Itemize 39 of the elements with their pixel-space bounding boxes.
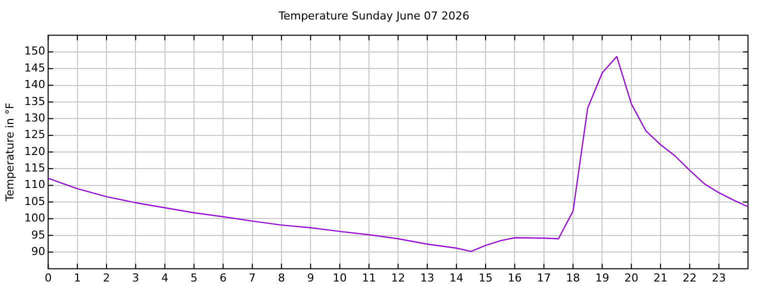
chart-title: Temperature Sunday June 07 2026 (278, 9, 470, 22)
y-axis-title: Temperature in °F (3, 102, 16, 202)
x-tick-label: 21 (654, 271, 668, 284)
y-tick-label: 95 (31, 228, 46, 242)
x-tick-label: 14 (449, 271, 464, 284)
x-tick-label: 7 (248, 271, 256, 284)
x-tick-label: 9 (307, 271, 314, 284)
x-tick-label: 10 (332, 271, 347, 284)
y-tick-label: 90 (31, 244, 46, 258)
x-tick-label: 12 (391, 271, 406, 284)
x-tick-label: 1 (74, 271, 81, 284)
y-tick-label: 105 (24, 194, 46, 208)
x-tick-label: 11 (362, 271, 376, 284)
x-tick-label: 8 (278, 271, 285, 284)
x-tick-label: 17 (536, 271, 551, 284)
x-tick-label: 3 (132, 271, 140, 284)
y-tick-label: 110 (24, 178, 46, 192)
x-tick-label: 20 (624, 271, 638, 284)
y-tick-label: 150 (24, 44, 46, 58)
x-tick-label: 16 (508, 271, 522, 284)
x-tick-label: 23 (712, 271, 726, 284)
x-tick-label: 5 (190, 271, 198, 284)
x-tick-label: 0 (44, 271, 52, 284)
x-tick-label: 4 (161, 271, 168, 284)
y-tick-label: 125 (24, 128, 46, 142)
x-tick-label: 19 (595, 271, 610, 284)
x-tick-label: 18 (566, 271, 580, 284)
y-tick-label: 135 (24, 94, 46, 108)
y-tick-label: 115 (24, 162, 46, 175)
y-tick-label: 130 (24, 111, 46, 124)
x-tick-label: 6 (220, 271, 227, 284)
y-tick-label: 140 (24, 78, 46, 92)
x-tick-label: 2 (103, 271, 110, 284)
x-tick-label: 13 (420, 271, 434, 284)
y-tick-label: 120 (24, 144, 46, 158)
x-tick-label: 15 (478, 271, 493, 284)
y-tick-label: 100 (24, 212, 46, 225)
x-tick-label: 22 (682, 271, 697, 284)
y-tick-label: 145 (24, 61, 46, 74)
